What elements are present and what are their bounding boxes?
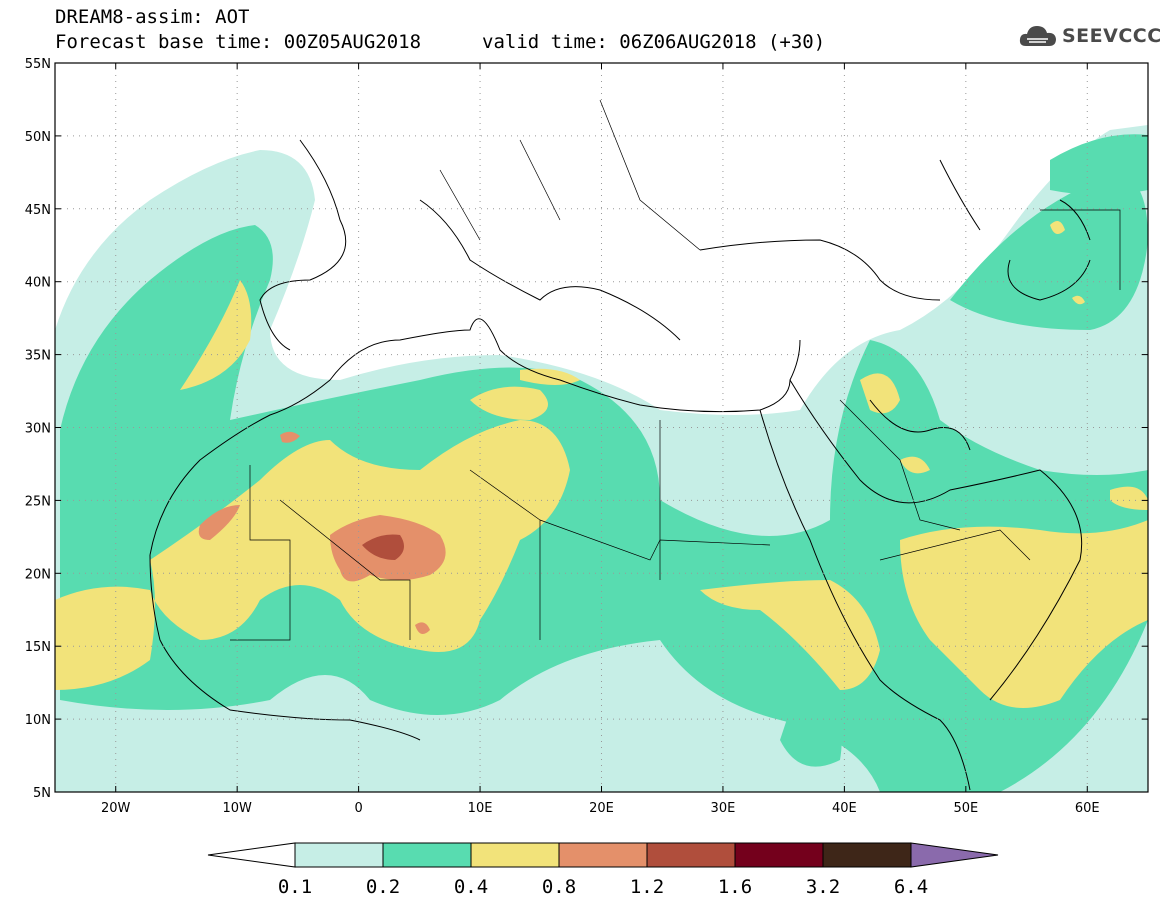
cloud-icon <box>1019 26 1056 46</box>
legend-label: 0.4 <box>454 876 488 898</box>
lat-tick-label: 15N <box>25 640 51 655</box>
legend-label: 1.2 <box>630 876 664 898</box>
lon-tick-label: 50E <box>953 801 978 816</box>
lon-tick-label: 20E <box>589 801 614 816</box>
legend-arrow-high <box>910 842 999 868</box>
coastlines <box>149 139 1091 791</box>
lat-tick-label: 35N <box>25 349 51 364</box>
lat-axis: 5N 10N 15N 20N 25N 30N 35N 40N 45N 50N 55N <box>25 57 1148 801</box>
legend-label: 3.2 <box>806 876 840 898</box>
legend-label: 0.2 <box>366 876 400 898</box>
lon-tick-label: 30E <box>711 801 736 816</box>
legend-arrow-low <box>207 842 296 868</box>
lon-tick-label: 10W <box>222 801 252 816</box>
legend-label: 0.8 <box>542 876 576 898</box>
lat-lon-grid <box>55 63 1148 792</box>
colorbar-legend: 0.1 0.2 0.4 0.8 1.2 1.6 3.2 6.4 <box>207 842 999 898</box>
legend-swatch <box>734 842 824 868</box>
legend-swatch <box>822 842 912 868</box>
lat-tick-label: 10N <box>25 713 51 728</box>
legend-label: 0.1 <box>278 876 312 898</box>
aot-field <box>55 125 1148 792</box>
legend-label: 6.4 <box>894 876 928 898</box>
lon-tick-label: 40E <box>832 801 857 816</box>
aot-class-1-2 <box>362 534 404 560</box>
lat-tick-label: 50N <box>25 130 51 145</box>
lat-tick-label: 20N <box>25 567 51 582</box>
seevccc-logo: SEEVCCC <box>1018 22 1162 50</box>
lat-tick-label: 30N <box>25 422 51 437</box>
valid-time: valid time: 06Z06AUG2018 (+30) <box>482 31 826 53</box>
country-borders <box>230 99 1121 641</box>
lat-tick-label: 55N <box>25 57 51 72</box>
lon-tick-label: 10E <box>468 801 493 816</box>
map-title: DREAM8-assim: AOT <box>55 6 250 28</box>
legend-swatch <box>558 842 648 868</box>
legend-swatch <box>470 842 560 868</box>
lat-tick-label: 5N <box>33 786 51 801</box>
forecast-base-time: Forecast base time: 00Z05AUG2018 <box>55 31 422 53</box>
logo-text: SEEVCCC <box>1062 25 1162 47</box>
lat-tick-label: 25N <box>25 494 51 509</box>
legend-swatch <box>294 842 384 868</box>
lon-tick-label: 20W <box>101 801 131 816</box>
aot-class-0-4 <box>55 221 1148 708</box>
legend-label: 1.6 <box>718 876 752 898</box>
lat-tick-label: 45N <box>25 203 51 218</box>
legend-swatch <box>646 842 736 868</box>
lon-tick-label: 0 <box>354 801 362 816</box>
legend-swatch <box>382 842 472 868</box>
lon-tick-label: 60E <box>1075 801 1100 816</box>
lat-tick-label: 40N <box>25 276 51 291</box>
lon-axis: 20W 10W 0 10E 20E 30E 40E 50E 60E <box>101 63 1100 816</box>
